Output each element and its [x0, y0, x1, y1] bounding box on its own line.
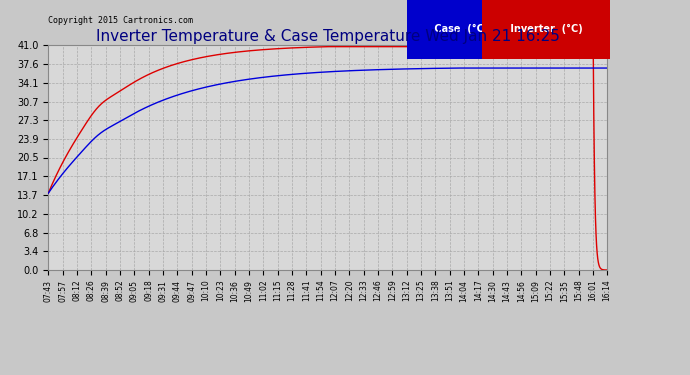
Text: Inverter  (°C): Inverter (°C) — [506, 24, 586, 34]
Text: Copyright 2015 Cartronics.com: Copyright 2015 Cartronics.com — [48, 16, 193, 25]
Text: Case  (°C): Case (°C) — [431, 24, 492, 34]
Title: Inverter Temperature & Case Temperature Wed Jan 21 16:25: Inverter Temperature & Case Temperature … — [96, 29, 560, 44]
